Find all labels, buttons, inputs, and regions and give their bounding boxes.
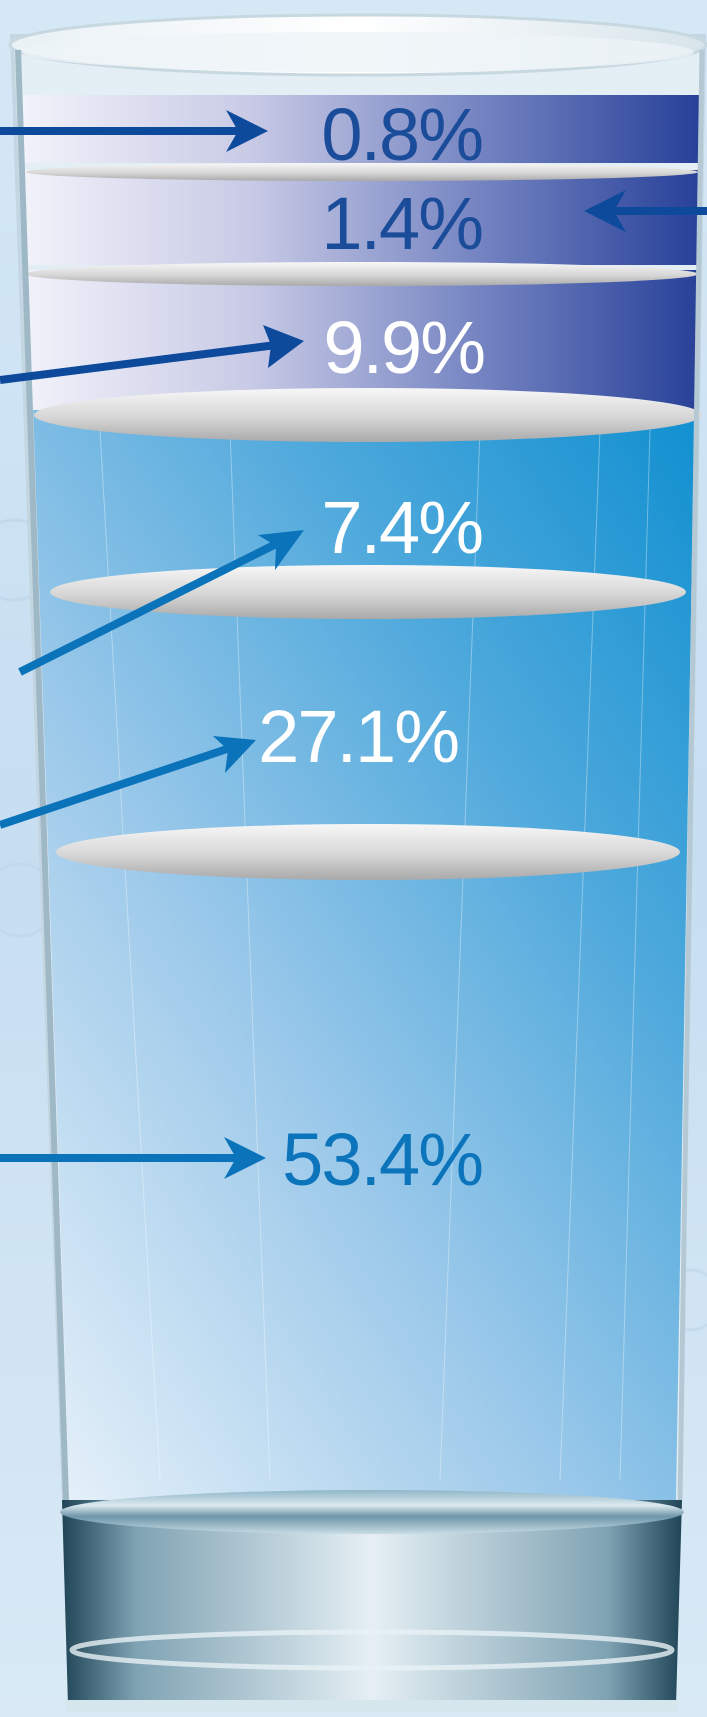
label-27-1: 27.1% bbox=[258, 695, 458, 778]
glass-base-top bbox=[60, 1490, 684, 1534]
label-53-4: 53.4% bbox=[282, 1118, 482, 1201]
separator-disc bbox=[34, 388, 702, 442]
label-7-4: 7.4% bbox=[321, 486, 482, 569]
arrow-1-4 bbox=[584, 190, 707, 232]
separator-disc bbox=[26, 163, 698, 181]
band-segment-3 bbox=[22, 270, 700, 410]
arrow-7-4 bbox=[18, 530, 304, 676]
arrows bbox=[0, 110, 707, 1179]
label-9-9: 9.9% bbox=[323, 306, 484, 389]
glass-edge-right bbox=[677, 49, 705, 1501]
glass-edge-left bbox=[15, 49, 69, 1501]
band-segment-2 bbox=[22, 170, 700, 265]
arrow-9-9 bbox=[0, 325, 304, 384]
arrow-27-1 bbox=[0, 736, 256, 829]
glass-base-bottom bbox=[66, 1700, 678, 1712]
glass-base bbox=[62, 1500, 682, 1705]
separator-disc bbox=[26, 262, 698, 286]
label-0-8: 0.8% bbox=[321, 93, 482, 176]
label-1-4: 1.4% bbox=[321, 182, 482, 265]
separator-disc bbox=[56, 824, 680, 880]
glass-rim-inner bbox=[22, 32, 694, 72]
glass-base-ring bbox=[69, 1629, 675, 1671]
arrow-53-4 bbox=[0, 1137, 266, 1179]
arrow-0-8 bbox=[0, 110, 268, 152]
